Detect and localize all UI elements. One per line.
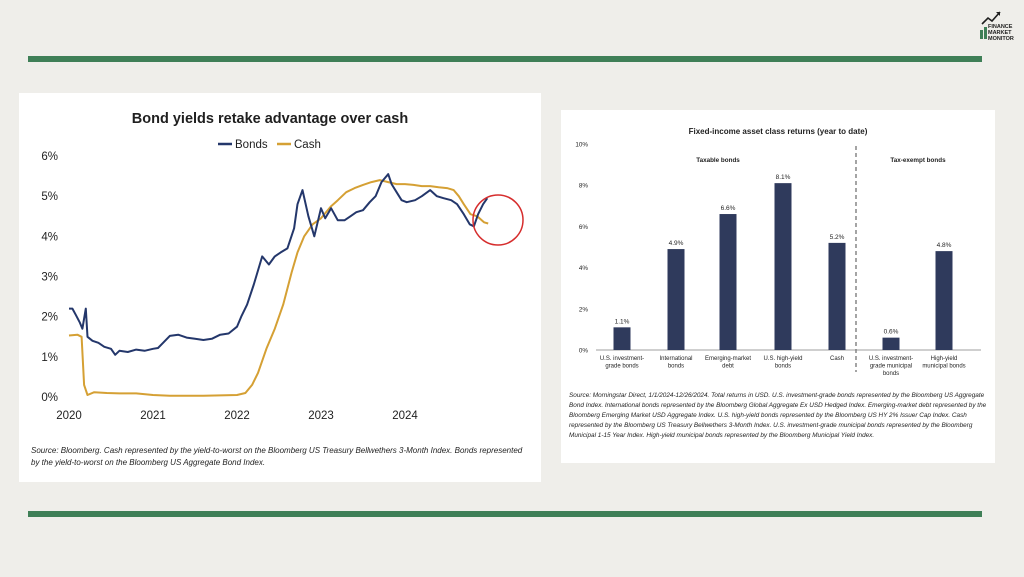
bar [613,327,631,350]
data-label: 4.8% [937,242,952,249]
category-label: International [659,356,692,362]
legend-label-cash: Cash [294,139,321,151]
chart-source-note: Source: Bloomberg. Cash represented by t… [31,446,523,467]
y-tick-label: 6% [41,151,58,163]
group-label: Tax-exempt bonds [890,157,946,164]
bar [935,251,953,350]
bar [719,214,737,350]
bar [667,249,685,350]
data-label: 5.2% [830,234,845,241]
plot-area [68,173,489,397]
y-tick-label: 2% [579,306,589,313]
category-label: bonds [668,364,684,370]
category-label: municipal bonds [922,364,965,370]
series-line-bonds [69,173,489,356]
logo-word-1: FINANCE [988,24,1013,30]
data-label: 4.9% [669,240,684,247]
y-tick-label: 1% [41,352,58,364]
y-tick-label: 0% [41,392,58,404]
category-label: bonds [775,364,791,370]
logo-bar-icon [980,30,983,39]
category-label: High-yield [931,356,958,362]
y-tick-label: 6% [579,224,589,231]
group-label: Taxable bonds [696,157,740,164]
y-tick-label: 4% [579,265,589,272]
bar [828,242,846,350]
category-label: grade municipal [870,364,912,370]
chart-title: Fixed-income asset class returns (year t… [689,127,868,136]
x-tick-label: 2024 [392,410,418,422]
bar [882,337,900,350]
chart-title: Bond yields retake advantage over cash [132,111,408,127]
x-axis: 2020 2021 2022 2023 2024 [56,410,418,422]
chart-legend: Bonds Cash [218,139,321,151]
group-labels: Taxable bonds Tax-exempt bonds [696,157,946,164]
bond-yields-chart-panel: Bond yields retake advantage over cash B… [19,93,541,482]
y-tick-label: 5% [41,191,58,203]
plot-area: 1.1% U.S. investment-grade bonds 4.9% Inter… [596,174,981,377]
category-label: Emerging-market [705,356,751,362]
y-tick-label: 2% [41,312,58,324]
y-axis: 0% 2% 4% 6% 8% 10% [575,142,588,355]
y-tick-label: 8% [579,183,589,190]
highlight-circle [472,194,524,246]
data-label: 1.1% [615,318,630,325]
x-tick-label: 2023 [308,410,334,422]
logo-word-2: MARKET [988,30,1012,36]
finance-market-monitor-logo: FINANCE MARKET MONITOR [980,11,1014,42]
category-label: bonds [883,371,899,377]
chart-source-note: Source: Morningstar Direct, 1/1/2024-12/… [569,392,987,439]
logo-arrow-icon [996,12,1000,16]
logo-bar-icon [984,27,987,39]
x-tick-label: 2022 [224,410,250,422]
category-label: U.S. high-yield [763,356,802,362]
logo-word-3: MONITOR [988,36,1014,42]
fixed-income-bar-chart: Fixed-income asset class returns (year t… [575,127,981,377]
legend-label-bonds: Bonds [235,139,268,151]
x-tick-label: 2021 [140,410,166,422]
category-label: debt [722,364,734,370]
data-label: 6.6% [721,205,736,212]
y-tick-label: 10% [575,142,588,149]
y-tick-label: 4% [41,231,58,243]
bar [774,183,792,350]
y-axis: 0% 1% 2% 3% 4% 5% 6% [41,151,58,404]
y-tick-label: 3% [41,272,58,284]
series-line-cash [68,179,489,397]
data-label: 0.6% [884,329,899,336]
category-label: Cash [830,356,844,362]
bottom-divider [28,511,982,517]
fixed-income-returns-panel: Fixed-income asset class returns (year t… [561,110,995,463]
top-divider [28,56,982,62]
y-tick-label: 0% [579,348,589,355]
category-label: U.S. investment- [869,356,913,362]
category-label: grade bonds [605,364,638,370]
logo-trend-icon [981,11,1001,25]
data-label: 8.1% [776,174,791,181]
category-label: U.S. investment- [600,356,644,362]
x-tick-label: 2020 [56,410,82,422]
bond-yields-line-chart: Bond yields retake advantage over cash B… [41,111,524,422]
